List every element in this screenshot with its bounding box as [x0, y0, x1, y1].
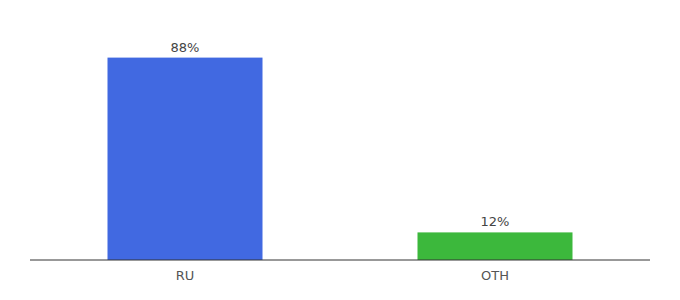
- data-label: 12%: [481, 214, 510, 229]
- x-axis-line: [30, 260, 650, 261]
- bar: [108, 58, 263, 260]
- chart: 88% 12% RU OTH: [0, 0, 680, 300]
- bar: [418, 232, 573, 260]
- x-tick-label: RU: [176, 268, 195, 283]
- bars: [108, 58, 573, 260]
- x-tick-label: OTH: [481, 268, 509, 283]
- data-label: 88%: [171, 40, 200, 55]
- chart-container: 88% 12% RU OTH: [0, 0, 680, 300]
